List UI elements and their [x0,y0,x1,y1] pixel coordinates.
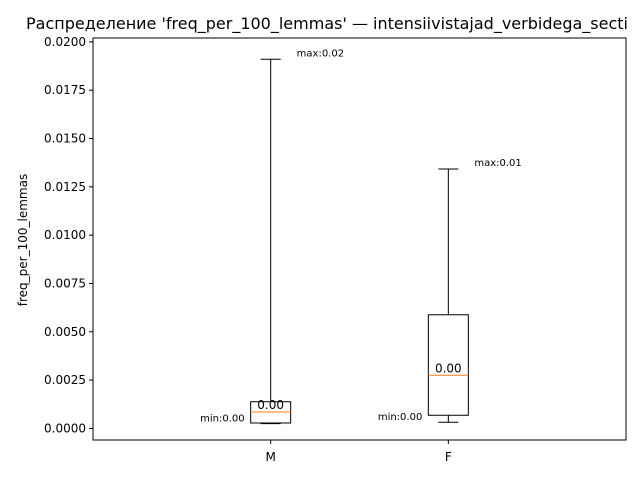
min-annotation: min:0.00 [378,412,423,423]
plot-frame [92,37,627,441]
x-tick-label: M [265,450,275,464]
y-tick-label: 0.0050 [44,325,86,339]
y-tick-label: 0.0000 [44,421,86,435]
box-iqr [427,314,469,416]
y-tick-label: 0.0025 [44,373,86,387]
y-tick-label: 0.0150 [44,132,86,146]
plot-area: 0.0000 0.0025 0.0050 0.0075 0.0100 0.0125 0.01… [44,35,522,464]
max-annotation: max:0.01 [474,158,521,169]
y-tick-label: 0.0175 [44,83,86,97]
y-tick-label: 0.0200 [44,35,86,49]
x-tick-label: F [445,450,452,464]
y-tick-label: 0.0125 [44,180,86,194]
min-annotation: min:0.00 [200,414,245,425]
max-annotation: max:0.02 [297,48,344,59]
median-annotation: 0.00 [435,361,462,375]
y-axis-label: freq_per_100_lemmas [16,174,30,306]
chart-title: Распределение 'freq_per_100_lemmas' — in… [26,14,628,34]
y-tick-label: 0.0100 [44,228,86,242]
y-tick-label: 0.0075 [44,276,86,290]
median-annotation: 0.00 [257,398,284,412]
